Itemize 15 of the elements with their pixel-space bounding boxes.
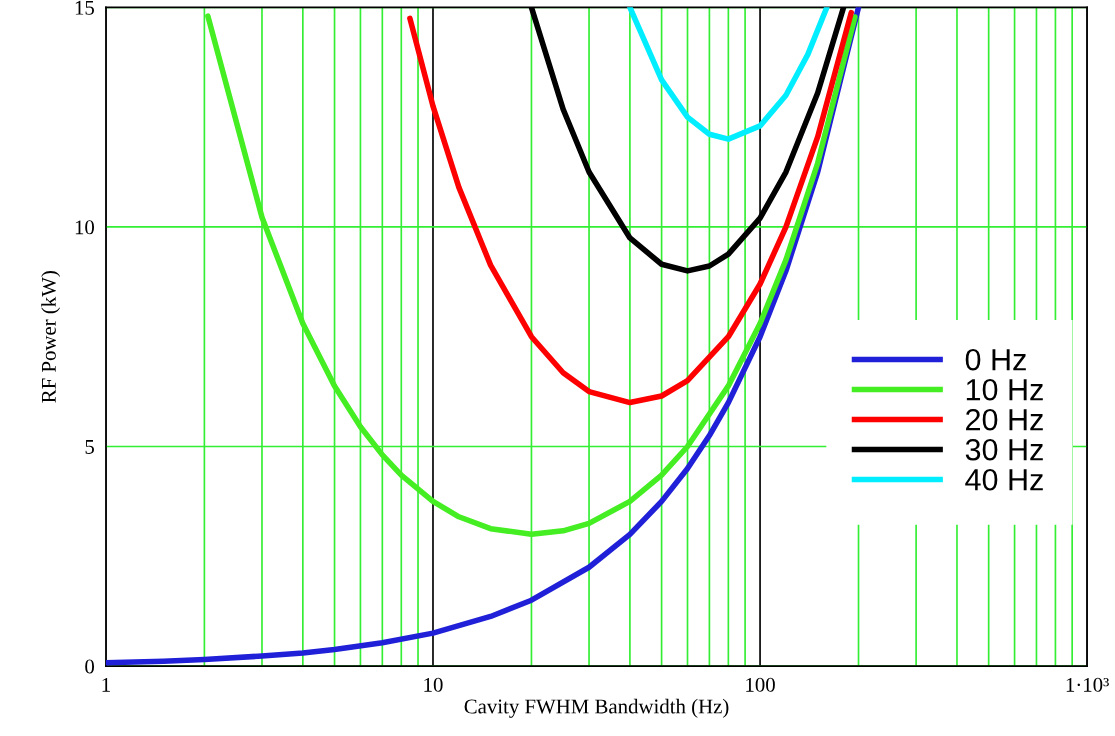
x-tick-label: 10 bbox=[424, 677, 443, 692]
y-tick-label: 15 bbox=[75, 0, 94, 15]
x-tick-label: 1·10³ bbox=[1066, 677, 1109, 692]
y-tick-label: 10 bbox=[75, 220, 95, 235]
x-tick-label: 1 bbox=[102, 677, 110, 692]
y-axis-title: RF Power (kW) bbox=[41, 271, 61, 403]
y-tick-label: 0 bbox=[85, 659, 95, 674]
legend-label: 40 Hz bbox=[965, 468, 1043, 491]
legend-label: 0 Hz bbox=[965, 348, 1026, 371]
x-axis-title: Cavity FWHM Bandwidth (Hz) bbox=[464, 698, 729, 718]
legend-label: 30 Hz bbox=[965, 438, 1043, 461]
legend-label: 20 Hz bbox=[966, 408, 1043, 431]
x-tick-label: 100 bbox=[746, 677, 775, 692]
y-tick-label: 5 bbox=[85, 440, 94, 454]
legend-label: 10 Hz bbox=[966, 378, 1043, 401]
